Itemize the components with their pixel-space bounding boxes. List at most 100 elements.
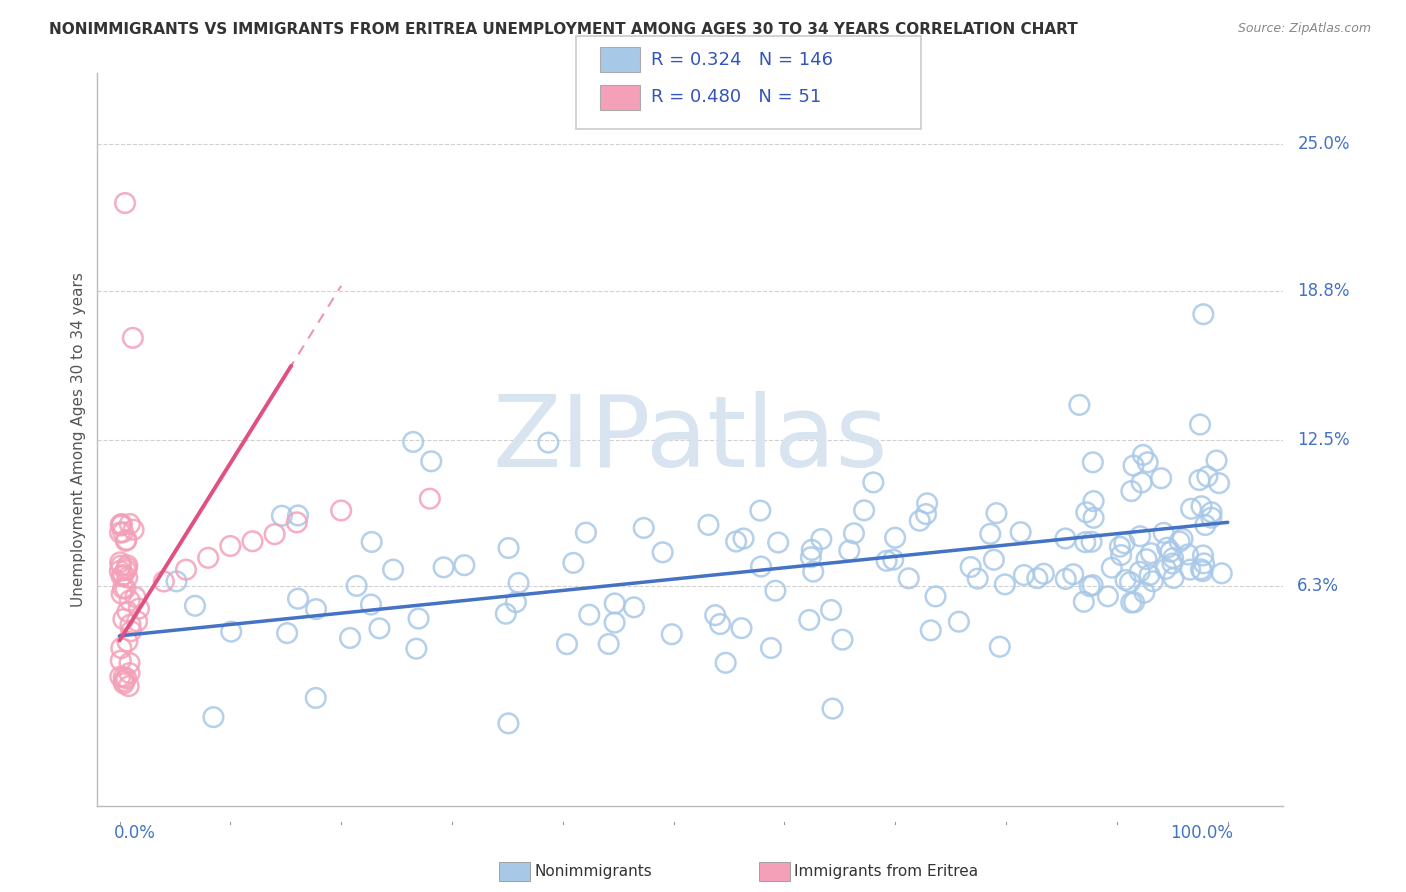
Point bbox=[988, 640, 1011, 654]
Point bbox=[838, 543, 860, 558]
Point bbox=[111, 517, 134, 532]
Point bbox=[1121, 596, 1143, 610]
Point bbox=[1168, 534, 1191, 549]
Point bbox=[862, 475, 884, 490]
Point bbox=[112, 525, 135, 540]
Point bbox=[555, 637, 578, 651]
Point bbox=[966, 572, 988, 586]
Text: Nonimmigrants: Nonimmigrants bbox=[534, 864, 652, 879]
Point bbox=[117, 605, 139, 619]
Point bbox=[110, 518, 132, 533]
Point bbox=[263, 527, 285, 541]
Point bbox=[994, 577, 1017, 591]
Point bbox=[124, 590, 146, 604]
Point bbox=[1123, 595, 1146, 609]
Point bbox=[1153, 525, 1175, 540]
Point bbox=[115, 671, 138, 685]
Point bbox=[1054, 532, 1077, 546]
Point bbox=[118, 516, 141, 531]
Point bbox=[118, 656, 141, 670]
Point bbox=[1180, 501, 1202, 516]
Point bbox=[697, 517, 720, 532]
Point bbox=[1142, 574, 1164, 589]
Point bbox=[709, 617, 731, 632]
Point bbox=[920, 624, 942, 638]
Point bbox=[287, 591, 309, 606]
Point bbox=[1191, 564, 1213, 578]
Point bbox=[1171, 532, 1194, 546]
Point bbox=[1192, 557, 1215, 571]
Point bbox=[285, 516, 308, 530]
Point bbox=[1161, 551, 1184, 566]
Point bbox=[983, 553, 1005, 567]
Text: R = 0.324   N = 146: R = 0.324 N = 146 bbox=[651, 51, 832, 69]
Point bbox=[1192, 549, 1215, 563]
Point bbox=[495, 607, 517, 621]
Point bbox=[1054, 572, 1077, 586]
Point bbox=[112, 612, 135, 626]
Point bbox=[1160, 545, 1182, 559]
Point bbox=[114, 582, 136, 596]
Point bbox=[821, 701, 844, 715]
Point bbox=[153, 574, 176, 589]
Point bbox=[498, 716, 520, 731]
Point bbox=[433, 560, 456, 574]
Text: ZIPatlas: ZIPatlas bbox=[492, 391, 889, 488]
Text: Source: ZipAtlas.com: Source: ZipAtlas.com bbox=[1237, 22, 1371, 36]
Point bbox=[876, 554, 898, 568]
Point bbox=[108, 564, 131, 578]
Point bbox=[219, 624, 242, 639]
Point bbox=[1121, 484, 1143, 499]
Point bbox=[1109, 540, 1132, 554]
Point bbox=[575, 525, 598, 540]
Text: NONIMMIGRANTS VS IMMIGRANTS FROM ERITREA UNEMPLOYMENT AMONG AGES 30 TO 34 YEARS : NONIMMIGRANTS VS IMMIGRANTS FROM ERITREA… bbox=[49, 22, 1078, 37]
Point bbox=[305, 690, 328, 705]
Point bbox=[1140, 546, 1163, 560]
Point bbox=[1197, 469, 1219, 483]
Point bbox=[537, 435, 560, 450]
Point bbox=[1097, 589, 1119, 603]
Point bbox=[915, 507, 938, 521]
Point bbox=[108, 555, 131, 569]
Point bbox=[633, 521, 655, 535]
Text: R = 0.480   N = 51: R = 0.480 N = 51 bbox=[651, 88, 821, 106]
Point bbox=[120, 624, 142, 639]
Point bbox=[714, 656, 737, 670]
Point bbox=[765, 583, 787, 598]
Point bbox=[1062, 567, 1084, 582]
Point bbox=[117, 634, 139, 648]
Point bbox=[759, 640, 782, 655]
Point bbox=[110, 569, 132, 583]
Point bbox=[127, 614, 149, 628]
Point bbox=[112, 676, 135, 690]
Point bbox=[408, 611, 430, 625]
Point bbox=[979, 527, 1001, 541]
Point bbox=[749, 559, 772, 574]
Point bbox=[1081, 578, 1104, 592]
Point bbox=[242, 534, 264, 549]
Point bbox=[287, 508, 309, 523]
Point bbox=[121, 331, 143, 345]
Point bbox=[382, 563, 405, 577]
Point bbox=[842, 526, 865, 541]
Point bbox=[1076, 505, 1098, 519]
Point bbox=[1133, 585, 1156, 599]
Point bbox=[1161, 557, 1184, 571]
Point bbox=[831, 632, 853, 647]
Point bbox=[1080, 534, 1102, 549]
Point bbox=[1154, 562, 1177, 576]
Text: 6.3%: 6.3% bbox=[1298, 577, 1340, 595]
Point bbox=[1205, 453, 1227, 467]
Point bbox=[219, 539, 242, 553]
Point bbox=[1129, 565, 1152, 579]
Point bbox=[730, 621, 752, 635]
Point bbox=[1119, 575, 1142, 590]
Point bbox=[419, 491, 441, 506]
Point bbox=[1069, 398, 1091, 412]
Point bbox=[120, 617, 142, 632]
Point bbox=[276, 626, 298, 640]
Point bbox=[948, 615, 970, 629]
Point bbox=[402, 434, 425, 449]
Point bbox=[1074, 535, 1097, 549]
Point bbox=[1188, 473, 1211, 487]
